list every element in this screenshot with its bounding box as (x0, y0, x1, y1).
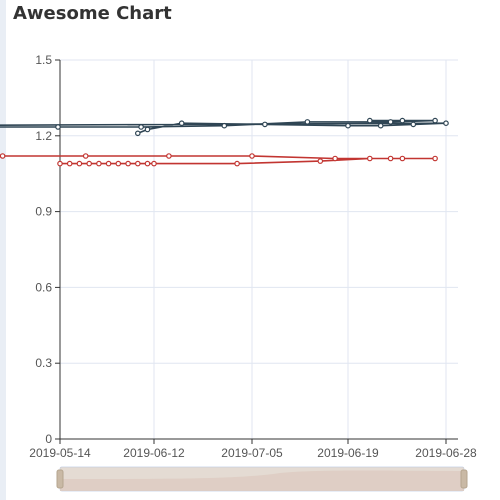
data-point[interactable] (262, 121, 268, 128)
data-point[interactable] (377, 122, 384, 129)
y-tick-label: 1.5 (35, 53, 52, 67)
x-tick-label: 2019-06-12 (123, 446, 185, 460)
data-point[interactable] (332, 155, 338, 162)
data-point[interactable] (221, 122, 228, 129)
x-tick-label: 2019-06-19 (317, 446, 379, 460)
data-point[interactable] (96, 160, 102, 167)
data-point[interactable] (115, 160, 122, 167)
page-side-strip (0, 0, 6, 500)
data-point[interactable] (125, 160, 131, 167)
data-point[interactable] (151, 160, 157, 167)
y-tick-label: 0.9 (35, 205, 52, 219)
zoom-slider-right-handle[interactable] (460, 469, 468, 489)
x-tick-label: 2019-07-05 (221, 446, 283, 460)
y-tick-label: 0 (45, 432, 52, 446)
data-point[interactable] (317, 158, 324, 164)
y-tick-label: 0.6 (35, 280, 52, 294)
data-point[interactable] (304, 119, 311, 125)
data-point[interactable] (443, 120, 449, 127)
data-point[interactable] (76, 160, 83, 167)
data-point[interactable] (432, 155, 438, 162)
zoom-slider-left-handle[interactable] (56, 469, 64, 489)
data-point[interactable] (144, 160, 151, 167)
data-point[interactable] (178, 120, 185, 127)
data-point[interactable] (66, 160, 73, 167)
data-point[interactable] (366, 117, 373, 124)
data-point[interactable] (135, 160, 141, 167)
data-point[interactable] (138, 124, 144, 130)
data-point[interactable] (399, 155, 406, 162)
data-point[interactable] (144, 126, 151, 133)
y-tick-label: 1.2 (35, 129, 52, 143)
zoom-slider-selection[interactable] (60, 467, 464, 491)
data-point[interactable] (234, 160, 240, 167)
zoom-slider-preview-area (60, 470, 464, 491)
data-point[interactable] (55, 124, 61, 130)
data-point[interactable] (86, 160, 93, 167)
chart-title: Awesome Chart (13, 3, 172, 24)
data-point[interactable] (410, 121, 417, 128)
data-point[interactable] (387, 119, 394, 125)
data-point[interactable] (105, 160, 112, 167)
data-point[interactable] (399, 117, 406, 124)
y-tick-label: 0.3 (35, 356, 52, 370)
data-point[interactable] (345, 122, 351, 129)
data-point[interactable] (166, 153, 172, 159)
data-point[interactable] (57, 160, 63, 167)
data-point[interactable] (366, 155, 373, 162)
series-line-2 (0, 119, 447, 135)
data-point[interactable] (432, 117, 438, 124)
data-point[interactable] (82, 153, 89, 159)
x-tick-label: 2019-06-28 (415, 446, 477, 460)
x-tick-label: 2019-05-14 (29, 446, 91, 460)
data-point[interactable] (135, 130, 141, 137)
data-point[interactable] (249, 153, 255, 159)
data-point[interactable] (0, 153, 6, 159)
data-point[interactable] (387, 155, 394, 162)
